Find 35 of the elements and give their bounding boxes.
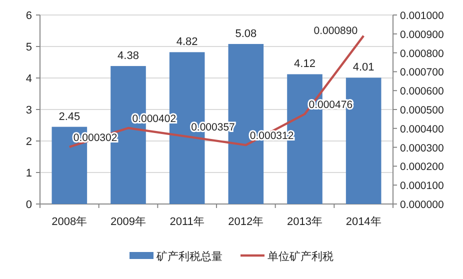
data-label: 4.38	[118, 50, 139, 62]
legend-label: 单位矿产利税	[268, 250, 334, 263]
y-tick-label: 3	[26, 104, 32, 116]
x-tick-label: 2014年	[346, 216, 382, 228]
y2-tick-label: 0.000000	[400, 199, 444, 211]
y2-tick-label: 0.000100	[400, 180, 444, 192]
y-tick-label: 4	[26, 73, 32, 85]
data-label: 0.000312	[250, 130, 294, 142]
y2-tick-label: 0.000500	[400, 104, 444, 116]
legend-label: 矿产利税总量	[156, 250, 222, 263]
y2-tick-label: 0.000400	[400, 123, 444, 136]
x-tick-label: 2011年	[170, 216, 204, 228]
y-tick-label: 1	[26, 168, 32, 180]
data-label: 0.000890	[314, 24, 358, 37]
y-tick-label: 5	[26, 42, 32, 54]
y2-tick-label: 0.000800	[400, 48, 444, 60]
y-tick-label: 2	[26, 136, 32, 148]
y2-tick-label: 0.000300	[400, 142, 444, 154]
data-label: 4.01	[352, 62, 374, 74]
data-label: 4.12	[294, 58, 316, 70]
y2-tick-label: 0.000900	[400, 28, 444, 41]
x-tick-label: 2009年	[110, 216, 146, 228]
x-tick-label: 2008年	[52, 216, 88, 228]
y2-tick-label: 0.000700	[400, 66, 444, 79]
y2-tick-label: 0.000600	[400, 86, 444, 98]
y-tick-label: 6	[26, 10, 32, 22]
data-label: 4.82	[176, 36, 198, 48]
data-label: 5.08	[235, 28, 257, 40]
y-tick-label: 0	[26, 199, 32, 211]
x-tick-label: 2013年	[287, 216, 322, 228]
y2-tick-label: 0.001000	[400, 10, 444, 22]
x-tick-label: 2012年	[228, 216, 264, 228]
y2-tick-label: 0.000200	[400, 161, 444, 174]
data-label: 0.000302	[73, 132, 118, 144]
data-label: 2.45	[58, 110, 80, 123]
